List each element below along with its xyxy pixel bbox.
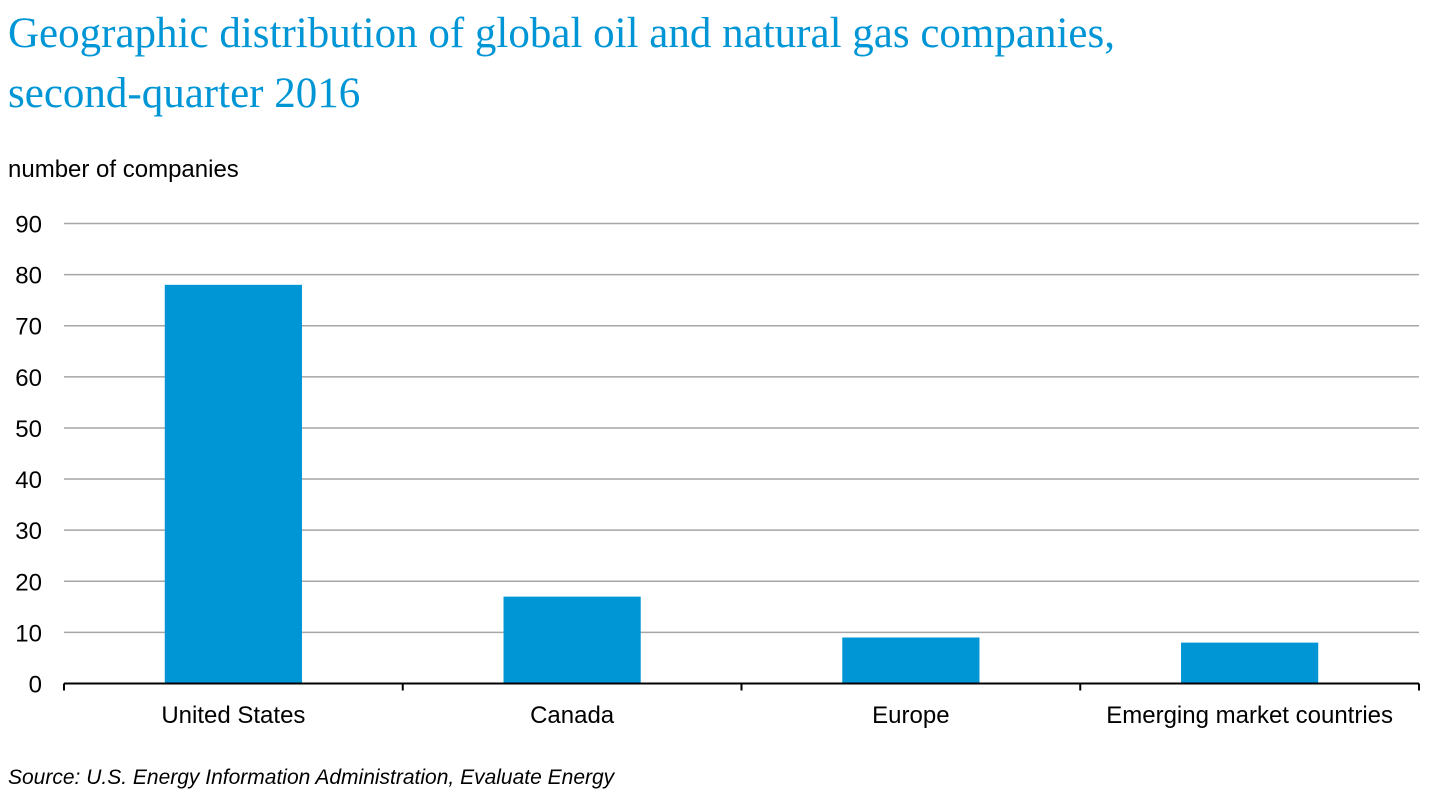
y-tick-label: 10 <box>15 620 42 647</box>
source-note: Source: U.S. Energy Information Administ… <box>8 766 615 789</box>
y-tick-label: 60 <box>15 365 42 392</box>
y-tick-label: 30 <box>15 518 42 545</box>
y-axis-label: number of companies <box>8 156 239 183</box>
x-tick-label: Canada <box>530 702 615 729</box>
y-tick-label: 0 <box>29 672 42 699</box>
x-tick-labels: United States Canada Europe Emerging market… <box>161 702 1393 729</box>
chart-title: Geographic distribution of global oil an… <box>8 10 1115 117</box>
y-tick-label: 70 <box>15 314 42 341</box>
bar <box>503 596 641 684</box>
bar <box>164 284 302 684</box>
x-tick-label: United States <box>161 702 305 729</box>
y-tick-label: 90 <box>15 212 42 239</box>
bar <box>842 637 980 684</box>
x-tick-label: Europe <box>872 702 949 729</box>
x-tick-label: Emerging market countries <box>1106 702 1393 729</box>
y-tick-labels: 0 10 20 30 40 50 60 70 80 90 <box>15 212 42 699</box>
y-tick-label: 20 <box>15 569 42 596</box>
bars <box>164 284 1319 684</box>
bar <box>1181 642 1319 684</box>
x-axis <box>63 682 1420 691</box>
y-tick-label: 50 <box>15 416 42 443</box>
y-tick-label: 80 <box>15 263 42 290</box>
y-tick-label: 40 <box>15 467 42 494</box>
